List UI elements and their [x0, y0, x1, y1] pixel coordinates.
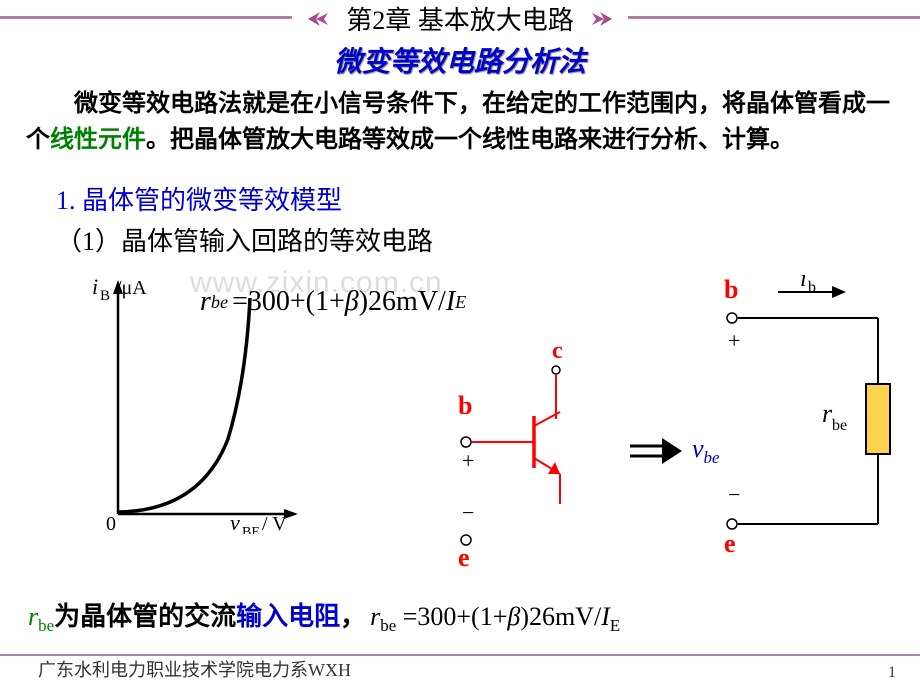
svg-text:−: − — [462, 500, 474, 525]
bottom-cn1: 为晶体管的交流 — [54, 596, 236, 633]
vbe-label: vbe — [692, 434, 720, 468]
transistor-diagram: c b + − e — [452, 344, 622, 579]
section-1-sub: （1）晶体管输入回路的等效电路 — [56, 221, 920, 258]
svg-text:c: c — [552, 344, 563, 364]
svg-text:be: be — [832, 417, 847, 434]
chapter-title: 第2章 基本放大电路 — [346, 0, 574, 37]
section-1-heading: 1. 晶体管的微变等效模型 — [56, 180, 920, 217]
formula-rbe-top: rbe =300+(1+β)26mV/IE — [200, 286, 466, 318]
svg-text:e: e — [458, 543, 470, 572]
svg-text:−: − — [728, 482, 740, 507]
svg-text:b: b — [724, 275, 738, 304]
chapter-title-wrap: 第2章 基本放大电路 — [292, 0, 628, 37]
decoration-right-icon — [586, 7, 614, 29]
svg-text:i: i — [92, 274, 98, 299]
bottom-input: 输入电阻 — [236, 596, 340, 633]
intro-paragraph: 微变等效电路法就是在小信号条件下，在给定的工作范围内，将晶体管看成一个线性元件。… — [0, 80, 920, 158]
page-number: 1 — [888, 664, 896, 682]
equivalent-circuit-diagram: b + i b r be − e — [718, 274, 918, 579]
intro-part2: 。把晶体管放大电路等效成一个线性电路来进行分析、计算。 — [146, 126, 794, 153]
chapter-header: 第2章 基本放大电路 — [0, 0, 920, 36]
bottom-statement: rbe 为晶体管的交流 输入电阻 ， rbe =300+(1+β)26mV/IE — [28, 596, 620, 636]
decoration-left-icon — [306, 7, 334, 29]
figures-region: www.zixin.com.cn i B /μA 0 v BE / V rbe … — [0, 264, 920, 604]
intro-linear: 线性元件 — [50, 126, 146, 153]
svg-text:b: b — [458, 391, 472, 420]
svg-text:0: 0 — [106, 513, 116, 534]
svg-text:b: b — [808, 279, 816, 296]
footer-text: 广东水利电力职业技术学院电力系WXH — [38, 656, 351, 682]
svg-text:+: + — [462, 448, 474, 473]
svg-text:+: + — [728, 328, 740, 353]
svg-text:i: i — [800, 274, 807, 292]
svg-text:/ V: / V — [262, 513, 287, 534]
svg-text:e: e — [724, 529, 736, 558]
page-title: 微变等效电路分析法 — [0, 40, 920, 80]
svg-text:B: B — [100, 288, 110, 304]
svg-text:BE: BE — [242, 525, 260, 534]
svg-text:v: v — [230, 510, 240, 534]
implies-arrow-icon — [626, 434, 686, 479]
svg-text:/μA: /μA — [116, 277, 147, 299]
